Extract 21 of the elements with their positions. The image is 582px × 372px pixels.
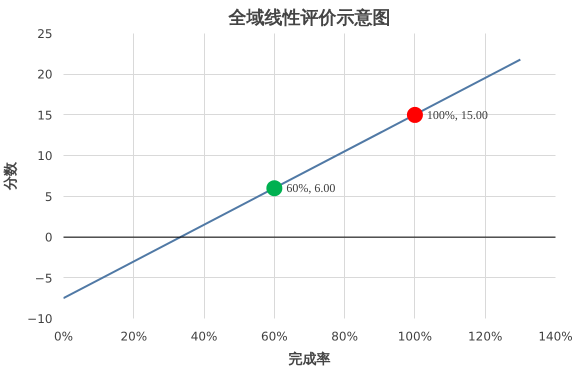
x-tick-label: 100% [398,330,432,344]
y-tick-label: −5 [34,271,53,286]
x-tick-label: 120% [468,330,502,344]
y-tick-label: −10 [27,312,53,326]
x-tick-label: 40% [190,330,218,344]
y-tick-label: 15 [37,108,53,122]
y-tick-label: 20 [37,68,53,82]
y-tick-label: 5 [44,190,53,204]
y-axis-title: 分数 [3,161,20,191]
x-tick-label: 0% [54,330,74,344]
y-tick-label: 0 [44,230,53,245]
chart-title: 全域线性评价示意图 [228,8,390,28]
data-label: 100%, 15.00 [426,108,488,122]
y-tick-label: 25 [37,27,53,41]
x-tick-label: 80% [331,330,358,344]
x-axis-title: 完成率 [288,350,330,368]
y-tick-label: 10 [37,149,53,164]
x-tick-label: 140% [538,330,573,344]
data-label: 60%, 6.00 [286,181,336,196]
x-tick-label: 60% [261,330,288,344]
x-tick-label: 20% [120,330,148,344]
